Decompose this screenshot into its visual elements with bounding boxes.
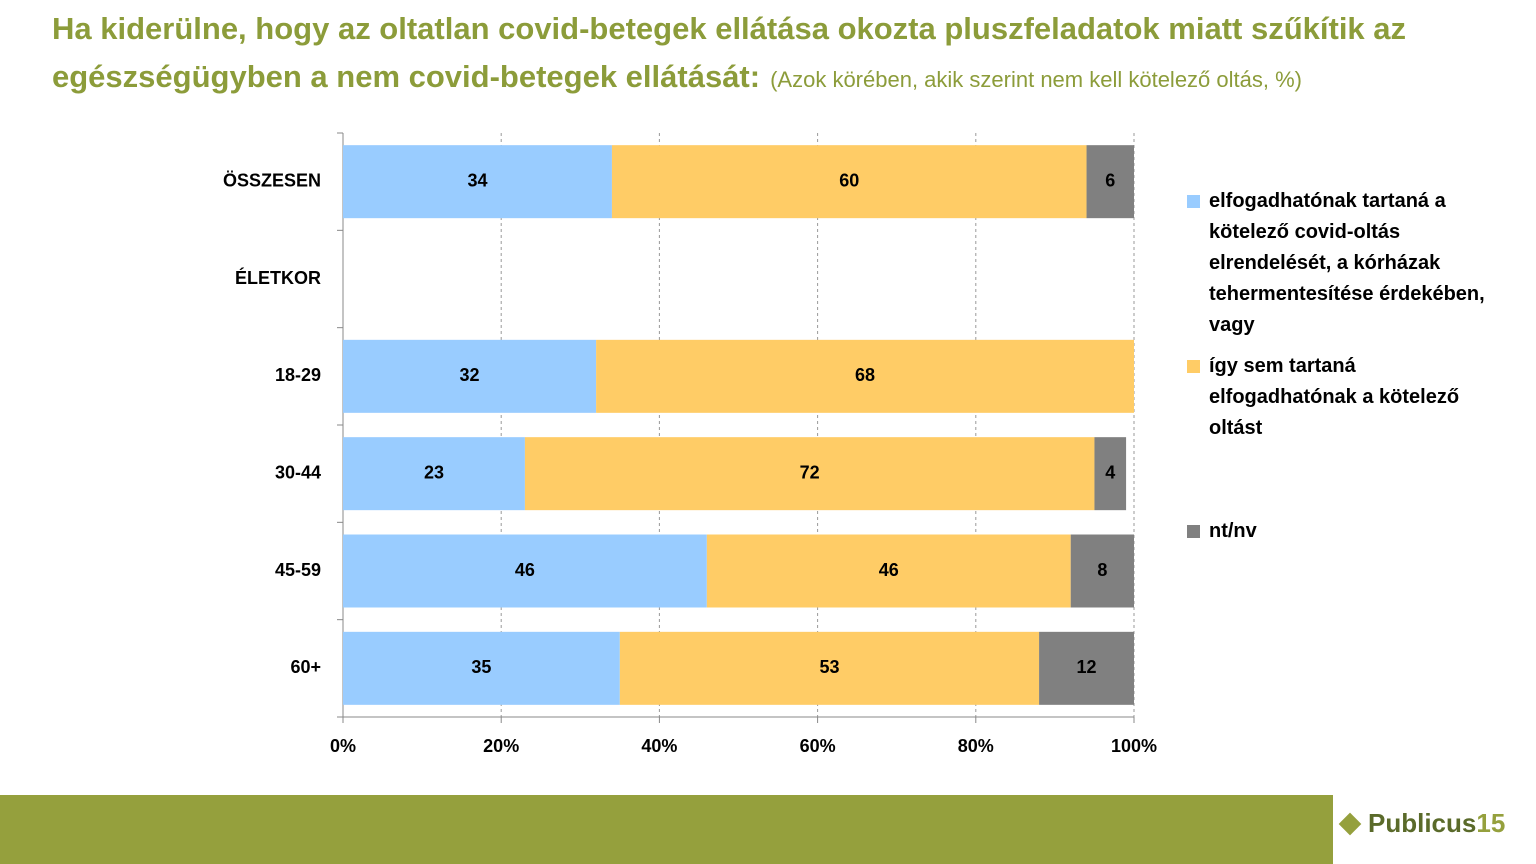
bar-segment xyxy=(1039,631,1134,705)
legend-label: így sem tartaná elfogadhatónak a kötelez… xyxy=(1209,355,1460,439)
data-label: 72 xyxy=(800,462,820,482)
chart-title: Ha kiderülne, hogy az oltatlan covid-bet… xyxy=(52,11,1407,94)
legend-label: elfogadhatónak tartaná a kötelező covid-… xyxy=(1209,190,1485,336)
legend-item: nt/nv xyxy=(1187,516,1499,547)
x-tick-label: 40% xyxy=(641,736,677,756)
data-label: 32 xyxy=(460,365,480,385)
legend-swatch xyxy=(1187,525,1200,538)
data-label: 23 xyxy=(424,462,444,482)
bar-segment xyxy=(343,534,707,608)
y-tick-label: 30-44 xyxy=(275,462,321,482)
title-block: Ha kiderülne, hogy az oltatlan covid-bet… xyxy=(52,8,1492,104)
logo-icon xyxy=(1338,812,1362,836)
bar-segment xyxy=(343,339,597,413)
footer-band xyxy=(0,795,1333,864)
bar-segment xyxy=(706,534,1071,608)
x-tick-label: 100% xyxy=(1111,736,1157,756)
x-tick-label: 60% xyxy=(800,736,836,756)
data-label: 6 xyxy=(1105,170,1115,190)
brand-number: 15 xyxy=(1476,808,1506,838)
bar-segment xyxy=(524,437,1095,511)
bar-segment xyxy=(343,631,620,705)
y-tick-label: 60+ xyxy=(290,657,321,677)
brand: Publicus xyxy=(1368,808,1477,838)
data-label: 8 xyxy=(1097,560,1107,580)
chart-subtitle: (Azok körében, akik szerint nem kell köt… xyxy=(770,67,1302,92)
bar-segment xyxy=(343,437,525,511)
x-tick-label: 20% xyxy=(483,736,519,756)
y-tick-label: ÖSSZESEN xyxy=(223,170,321,190)
data-label: 35 xyxy=(471,657,491,677)
legend-swatch xyxy=(1187,195,1200,208)
data-label: 46 xyxy=(879,560,899,580)
data-label: 4 xyxy=(1105,462,1115,482)
data-label: 46 xyxy=(515,560,535,580)
bar-segment xyxy=(596,339,1134,413)
y-tick-label: 18-29 xyxy=(275,365,321,385)
bar-segment xyxy=(619,631,1040,705)
y-tick-label: 45-59 xyxy=(275,560,321,580)
legend-swatch xyxy=(1187,360,1200,373)
data-label: 34 xyxy=(467,170,487,190)
legend-item: így sem tartaná elfogadhatónak a kötelez… xyxy=(1187,351,1499,444)
y-tick-label: ÉLETKOR xyxy=(235,267,321,288)
logo: Publicus15 xyxy=(1338,808,1506,839)
x-tick-label: 0% xyxy=(330,736,356,756)
bar-segment xyxy=(1086,145,1134,219)
legend-item: elfogadhatónak tartaná a kötelező covid-… xyxy=(1187,186,1499,341)
bar-segment xyxy=(343,145,612,219)
x-tick-label: 80% xyxy=(958,736,994,756)
data-label: 68 xyxy=(855,365,875,385)
bar-segment xyxy=(1094,437,1127,511)
legend-label: nt/nv xyxy=(1209,520,1257,542)
data-label: 12 xyxy=(1077,657,1097,677)
bar-segment xyxy=(1070,534,1134,608)
data-label: 53 xyxy=(819,657,839,677)
data-label: 60 xyxy=(839,170,859,190)
bar-segment xyxy=(611,145,1087,219)
